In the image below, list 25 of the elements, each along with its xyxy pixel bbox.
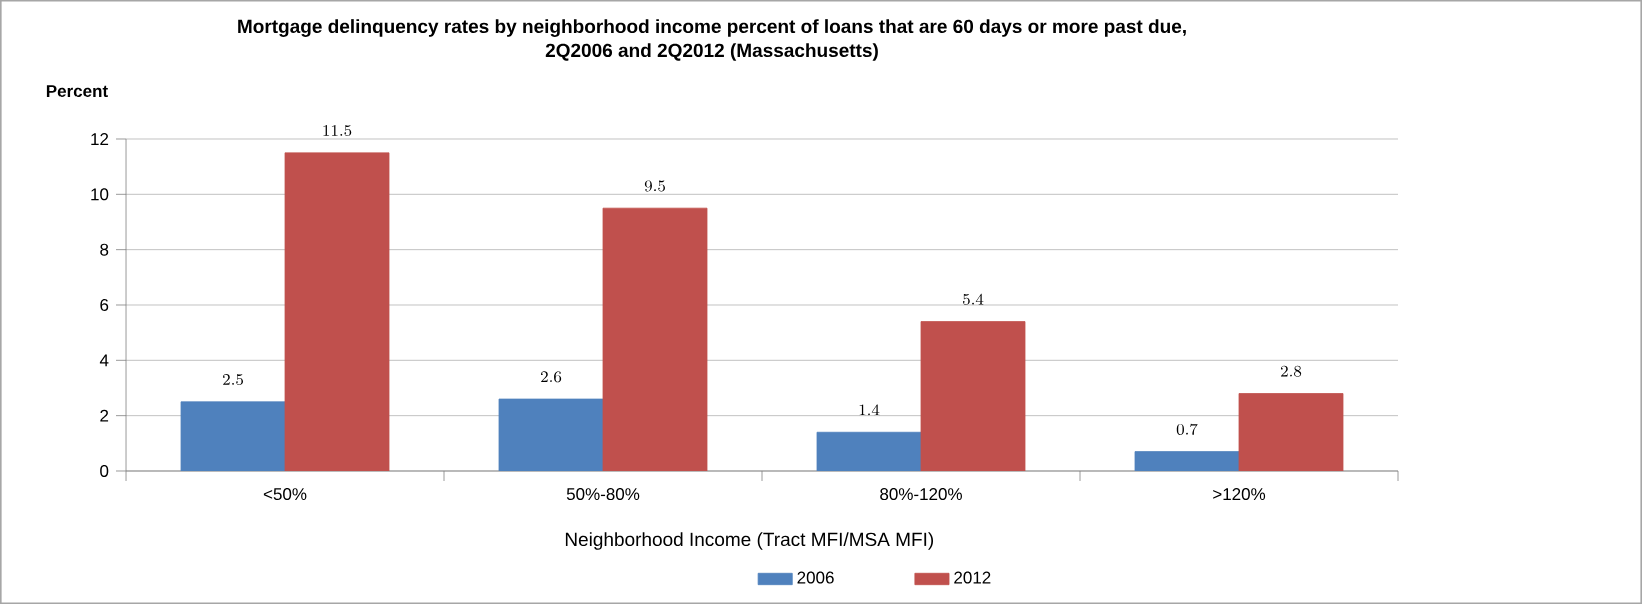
x-tick-label: >120% [1213, 488, 1266, 501]
data-label: 9.5 [644, 180, 665, 192]
data-label: 11 .5 [323, 125, 352, 137]
data-label: 1 .4 [859, 404, 880, 416]
y-axis-title: Percent [46, 85, 108, 98]
x-tick-label: <50% [263, 488, 307, 501]
y-tick-label: 2 [100, 409, 109, 422]
x-tick-label: 80%-120% [880, 488, 962, 501]
data-label: 0.7 [1176, 423, 1198, 435]
legend-label: 2012 [954, 571, 991, 584]
data-label: 5.4 [963, 293, 984, 305]
chart-subtitle: 2Q2006 and 2Q2012 (Massachusetts) [545, 43, 878, 61]
y-tick-label: 10 [91, 188, 109, 201]
x-tick-label: 50%-80% [566, 488, 640, 501]
y-tick-label: 8 [100, 243, 109, 256]
data-label: 2.6 [541, 371, 562, 383]
chart-title: Mortgage delinquency rates by neighborhood income percent of loans that are 60 days or more past due, [238, 19, 1186, 37]
legend-label: 2006 [797, 571, 834, 584]
y-tick-label: 4 [99, 354, 109, 367]
y-tick-label: 6 [100, 298, 109, 311]
y-tick-label: 12 [91, 133, 109, 145]
x-axis-title: Neighborhood Income (Tract MFI/MSA MFI) [565, 532, 934, 550]
data-label: 2.5 [223, 374, 243, 386]
data-label: 2.8 [1280, 365, 1302, 377]
y-tick-label: 0 [100, 464, 109, 477]
